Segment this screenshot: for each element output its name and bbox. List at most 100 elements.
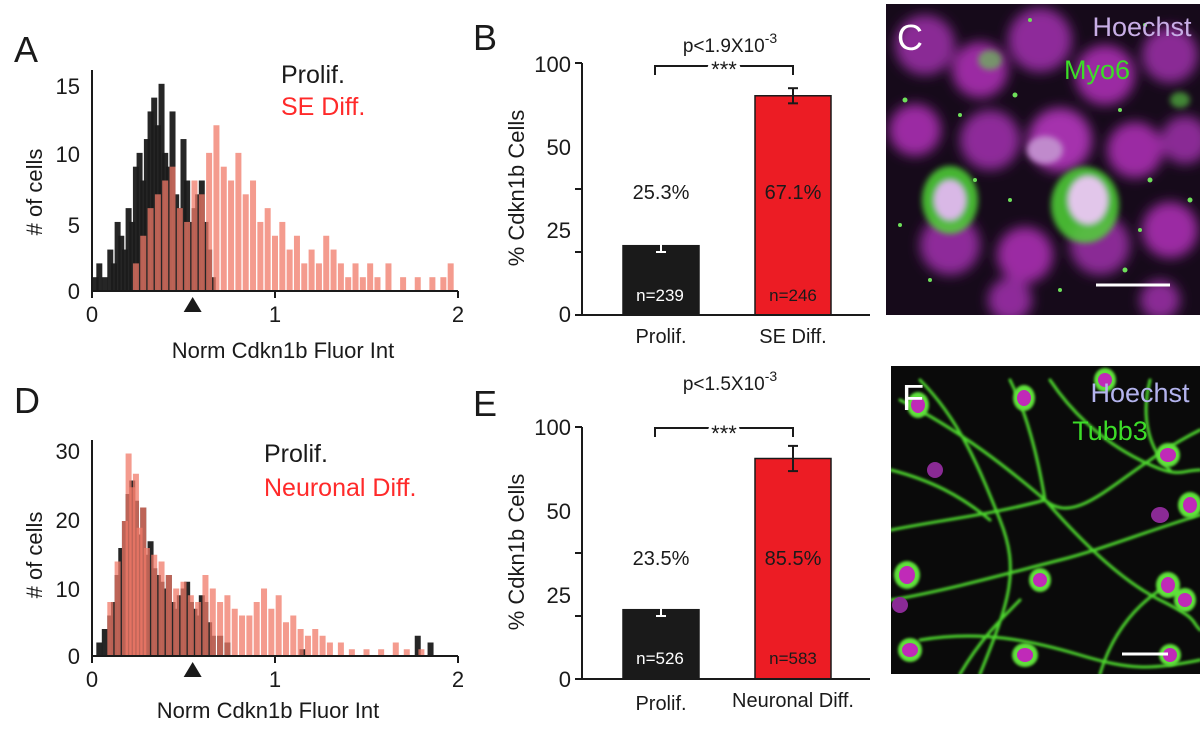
hist-bar-diff	[202, 575, 209, 656]
hist-bar-diff	[191, 180, 198, 291]
hist-bar-diff	[169, 166, 176, 291]
hist-bar-prolif	[132, 166, 139, 291]
x-ticks-d: 0 1 2	[86, 667, 464, 692]
value-label-prolif-b: 25.3%	[633, 182, 690, 204]
panel-d: D Prolif. Neuronal Diff. Norm Cdkn1b Flu…	[14, 380, 464, 723]
stain-label-hoechst-f: Hoechst	[1090, 378, 1190, 408]
hist-bar-prolif	[427, 642, 434, 656]
significance-stars-b: ***	[711, 57, 737, 82]
hist-bar-diff	[180, 581, 187, 656]
hist-bar-diff	[418, 649, 425, 656]
hist-bar-prolif	[151, 97, 158, 291]
hist-bar-diff	[239, 615, 246, 656]
hist-bar-diff	[246, 615, 253, 656]
median-marker-triangle	[183, 662, 202, 677]
legend-diff-d: Neuronal Diff.	[264, 474, 416, 502]
hist-bar-diff	[162, 180, 169, 291]
hist-bar-diff	[367, 263, 374, 291]
hist-bar-prolif	[162, 588, 169, 656]
hist-bar-prolif	[96, 263, 103, 291]
micrograph-f	[891, 366, 1200, 674]
x-tick-label: 1	[269, 667, 281, 692]
hist-bar-diff	[279, 221, 286, 291]
hist-bar-diff	[154, 194, 161, 291]
hist-bar-diff	[129, 487, 136, 656]
hist-bar-prolif	[209, 277, 216, 291]
panel-f: Hoechst Tubb3 F	[891, 366, 1200, 674]
hist-bar-diff	[286, 249, 293, 291]
hist-bar-diff	[206, 152, 213, 291]
hist-bar-diff	[114, 561, 121, 656]
y-ticks-e: 0 25 50 100	[534, 415, 571, 692]
y-tick-label: 50	[547, 135, 571, 160]
hist-bar-prolif	[118, 235, 125, 291]
hist-bar-diff	[293, 235, 300, 291]
panel-e: E p<1.5X10-3 *** % Cdkn1b Cells 0 25 50 …	[473, 368, 870, 715]
x-tick-label: 2	[452, 302, 464, 327]
hist-bar-prolif	[176, 595, 183, 656]
hist-bar-diff	[261, 588, 268, 656]
hist-bar-diff	[304, 635, 311, 656]
panel-b: B p<1.9X10-3 *** % Cdkn1b Cells 0 25 50 …	[473, 17, 870, 348]
bar-chart-e-plot	[575, 426, 870, 680]
y-ticks-a: 0 5 10 15	[56, 74, 80, 304]
hist-bar-diff	[224, 595, 231, 656]
hist-bar-diff	[392, 642, 399, 656]
hist-bar-diff	[165, 575, 172, 656]
hist-bar-diff	[337, 263, 344, 291]
hist-bar-prolif	[136, 152, 143, 291]
hist-bar-prolif	[101, 629, 108, 656]
hist-bar-prolif	[165, 166, 172, 291]
hist-bar-prolif	[169, 602, 176, 656]
hist-bar-prolif	[107, 249, 114, 291]
n-label-prolif-e: n=526	[636, 649, 684, 668]
hist-bar-prolif	[202, 221, 209, 291]
hist-bar-diff	[264, 208, 271, 291]
hist-bar-diff	[132, 473, 139, 656]
bar-prolif	[622, 608, 700, 680]
y-tick-label: 15	[56, 74, 80, 99]
legend-prolif-a: Prolif.	[281, 61, 345, 89]
hist-bar-diff	[184, 221, 191, 291]
hist-bar-prolif	[96, 642, 103, 656]
hist-bar-diff	[326, 642, 333, 656]
hist-bar-diff	[195, 602, 202, 656]
hist-bar-diff	[290, 615, 297, 656]
n-label-diff-b: n=246	[769, 286, 817, 305]
hist-bar-diff	[257, 221, 264, 291]
hist-bar-diff	[312, 629, 319, 656]
panel-letter-b: B	[473, 17, 497, 58]
hist-bar-prolif	[121, 249, 128, 291]
category-label-diff-b: SE Diff.	[759, 326, 826, 348]
hist-bar-prolif	[154, 575, 161, 656]
hist-bar-prolif	[147, 541, 154, 656]
p-value-b: p<1.9X10-3	[683, 30, 778, 57]
y-axis-label-e: % Cdkn1b Cells	[504, 474, 529, 631]
y-tick-label: 100	[534, 52, 571, 77]
hist-bar-diff	[319, 635, 326, 656]
hist-bar-diff	[275, 595, 282, 656]
hist-bar-diff	[140, 507, 147, 656]
n-label-diff-e: n=583	[769, 649, 817, 668]
panel-letter-d: D	[14, 380, 40, 421]
hist-bar-diff	[348, 649, 355, 656]
hist-bar-diff	[268, 608, 275, 656]
hist-bar-prolif	[147, 111, 154, 291]
x-axis-label-a: Norm Cdkn1b Fluor Int	[172, 338, 395, 363]
hist-bar-diff	[125, 453, 132, 656]
hist-bar-diff	[158, 561, 165, 656]
hist-bar-diff	[297, 629, 304, 656]
hist-bar-prolif	[191, 608, 198, 656]
hist-bar-diff	[231, 608, 238, 656]
hist-bar-diff	[385, 263, 392, 291]
hist-bar-diff	[403, 649, 410, 656]
hist-bar-diff	[143, 548, 150, 656]
hist-bar-diff	[447, 263, 454, 291]
hist-bar-diff	[400, 277, 407, 291]
y-tick-label: 0	[559, 667, 571, 692]
x-tick-label: 0	[86, 667, 98, 692]
hist-bar-prolif	[92, 277, 99, 291]
hist-bar-diff	[217, 602, 224, 656]
hist-bar-prolif	[414, 635, 421, 656]
